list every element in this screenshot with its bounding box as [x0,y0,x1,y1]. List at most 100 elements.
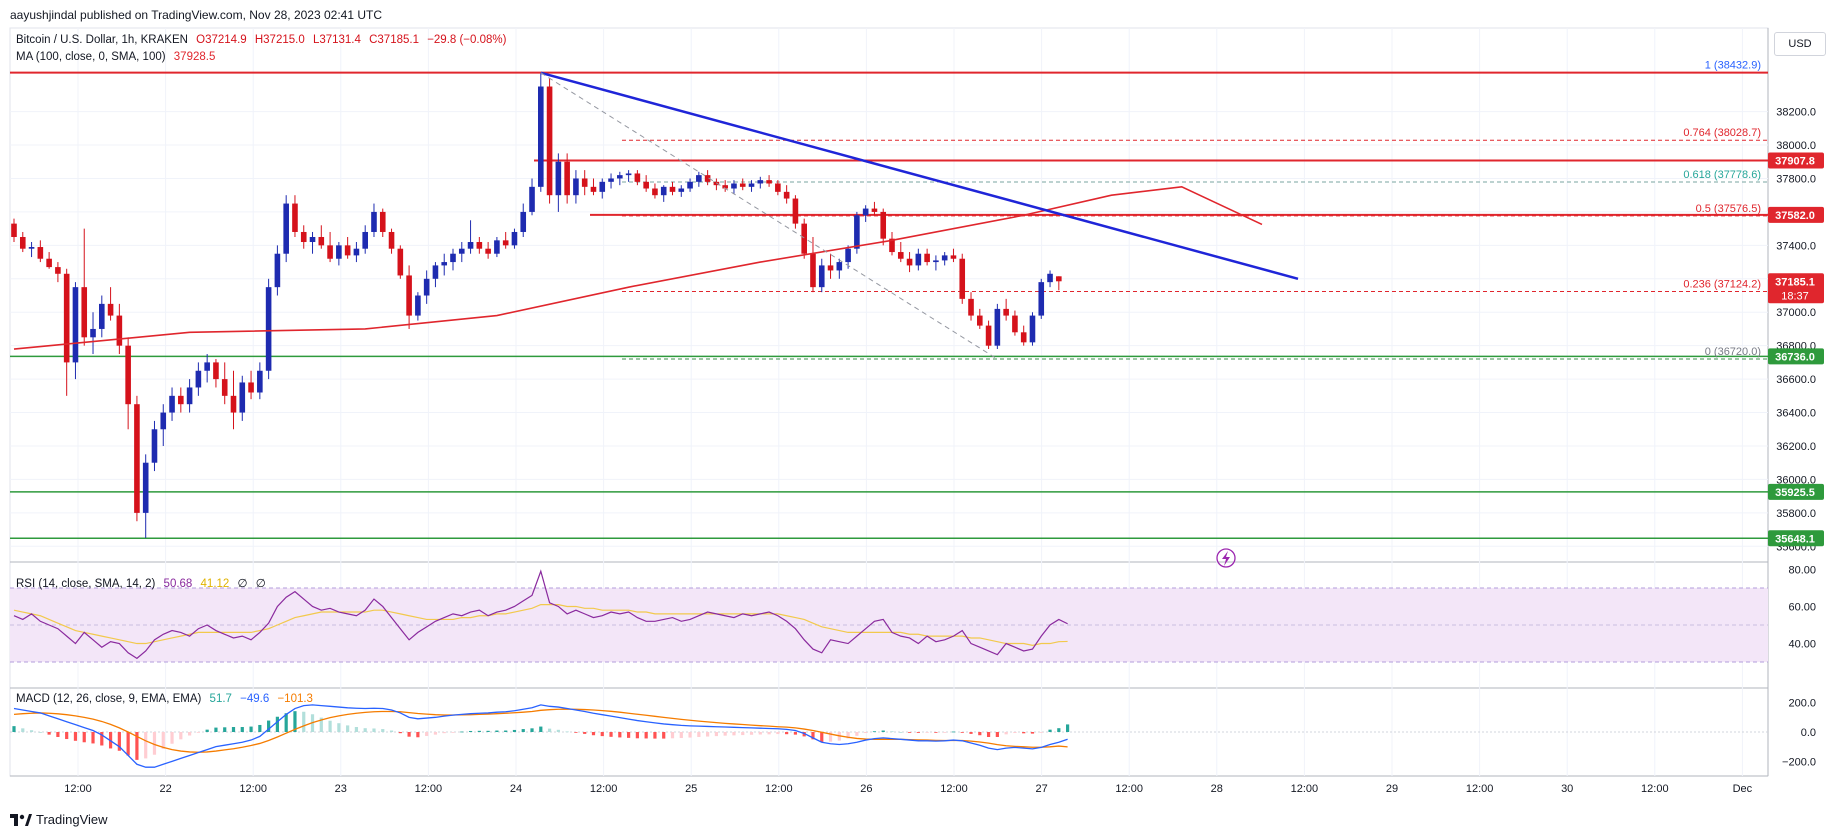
fib-level-label: 0.5 (37576.5) [1696,203,1761,215]
candle [687,178,693,192]
candle-body [985,325,992,346]
candle [529,178,535,216]
candle [397,245,404,279]
macd-histogram-bar [872,731,877,733]
candle [248,370,254,400]
candle [625,170,632,182]
candle-body [397,248,404,276]
candle-body [511,231,518,246]
macd-histogram-bar [468,730,473,732]
candle [581,170,588,196]
time-tick-label: 12:00 [1466,783,1494,795]
candle-body [204,362,210,371]
price-tag-label: 35648.1 [1775,533,1815,545]
macd-tick-label: 200.0 [1788,698,1816,710]
bearish-trend-line [540,71,1299,281]
candle [801,218,807,259]
macd-histogram-bar [477,730,481,732]
rsi-panel[interactable] [10,569,1768,663]
candle [125,337,131,430]
candle [520,203,527,237]
candle [195,362,202,396]
candle [573,170,579,204]
macd-histogram-bar [249,726,253,732]
macd-histogram-bar [29,730,34,732]
candle [748,180,755,192]
macd-histogram-bar [556,729,560,732]
macd-histogram-bar [565,731,569,733]
candle [257,362,263,400]
candle-body [669,186,676,192]
low-value: L37131.4 [312,34,361,46]
candle [862,205,869,222]
macd-histogram-bar [732,732,736,736]
candle [353,242,360,263]
price-tag-box [1768,206,1824,223]
candle-body [1003,308,1009,316]
macd-histogram-bar [767,732,771,735]
candle [265,278,272,380]
candle-body [617,175,623,179]
currency-button[interactable]: USD [1774,32,1826,56]
candle [652,183,658,199]
macd-histogram-bar [82,732,86,743]
candle [968,292,974,321]
candle [178,387,184,413]
macd-histogram-bar [170,732,174,744]
candle [415,292,421,321]
macd-value: −49.6 [240,693,270,705]
overlay-lines[interactable] [13,71,1299,568]
candle-body [722,185,728,189]
candle [977,308,983,329]
candle-body [581,178,588,187]
macd-histogram-bar [38,732,42,733]
candle [63,268,70,396]
candle [599,178,606,199]
macd-histogram-bar [293,711,297,732]
macd-panel[interactable] [10,704,1768,768]
candle [142,454,149,538]
price-tag-countdown: 18:37 [1781,290,1809,302]
time-axis[interactable]: 12:00 22 12:00 23 12:00 24 12:00 25 12:00 26 12:00… [64,783,1752,795]
macd-histogram-bar [706,732,710,737]
candle [458,242,465,263]
price-tag: 35925.5 [1768,483,1824,500]
macd-histogram-bar [969,732,973,734]
candle-body [660,186,667,196]
candle [502,231,509,249]
macd-histogram-bar [811,732,815,740]
candle-body [476,242,483,249]
candle-body [415,295,421,316]
level-lines [10,71,1768,540]
macd-histogram-bar [275,716,279,732]
macd-histogram-bar [328,720,332,732]
candle [423,270,430,304]
open-value: O37214.9 [196,34,247,46]
candle [696,171,702,187]
time-tick-label: 12:00 [765,783,793,795]
price-tag-box [1768,530,1824,547]
candle [55,262,61,283]
candle-body [283,203,289,254]
candle-body [388,231,395,249]
chart-panes [9,27,1769,777]
macd-histogram-bar [214,727,218,732]
fib-level-label: 0.618 (37778.6) [1683,169,1761,181]
candle-body [854,215,860,249]
macd-histogram-bar [389,730,394,732]
candlestick-series[interactable] [11,73,1062,538]
candle-body [502,240,509,246]
candle-body [458,248,465,254]
candle [818,258,825,293]
candle-body [599,181,606,192]
macd-histogram-bar [539,726,543,732]
price-axis[interactable]: 38200.038000.037800.037600.037400.037200… [1776,107,1816,769]
candle-body [757,180,764,184]
macd-histogram-bar [495,730,499,732]
macd-histogram-bar [978,732,982,736]
candle-body [19,236,26,249]
candle-body [46,258,52,268]
price-tag-label: 37185.1 [1775,276,1815,288]
candle-body [300,231,307,243]
